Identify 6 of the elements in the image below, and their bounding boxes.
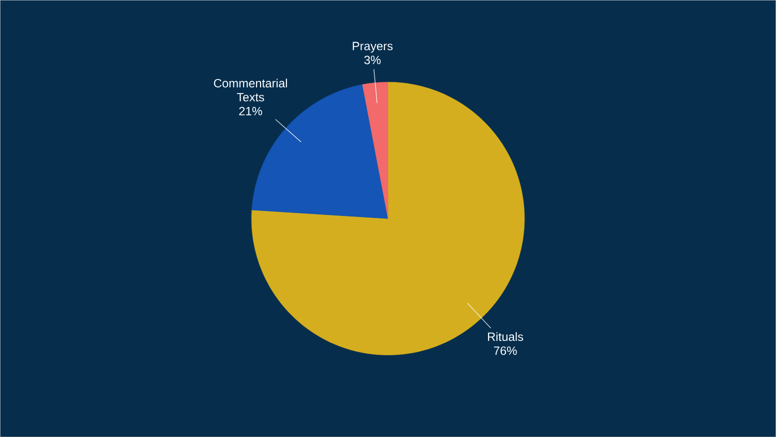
slice-label: Prayers [352,42,393,53]
data-label: 21% [239,106,262,116]
data-label: 3% [364,56,381,64]
data-label: 76% [494,346,517,355]
slice-label: Rituals [488,332,524,341]
slice-label: Commentarial Texts [214,78,287,102]
